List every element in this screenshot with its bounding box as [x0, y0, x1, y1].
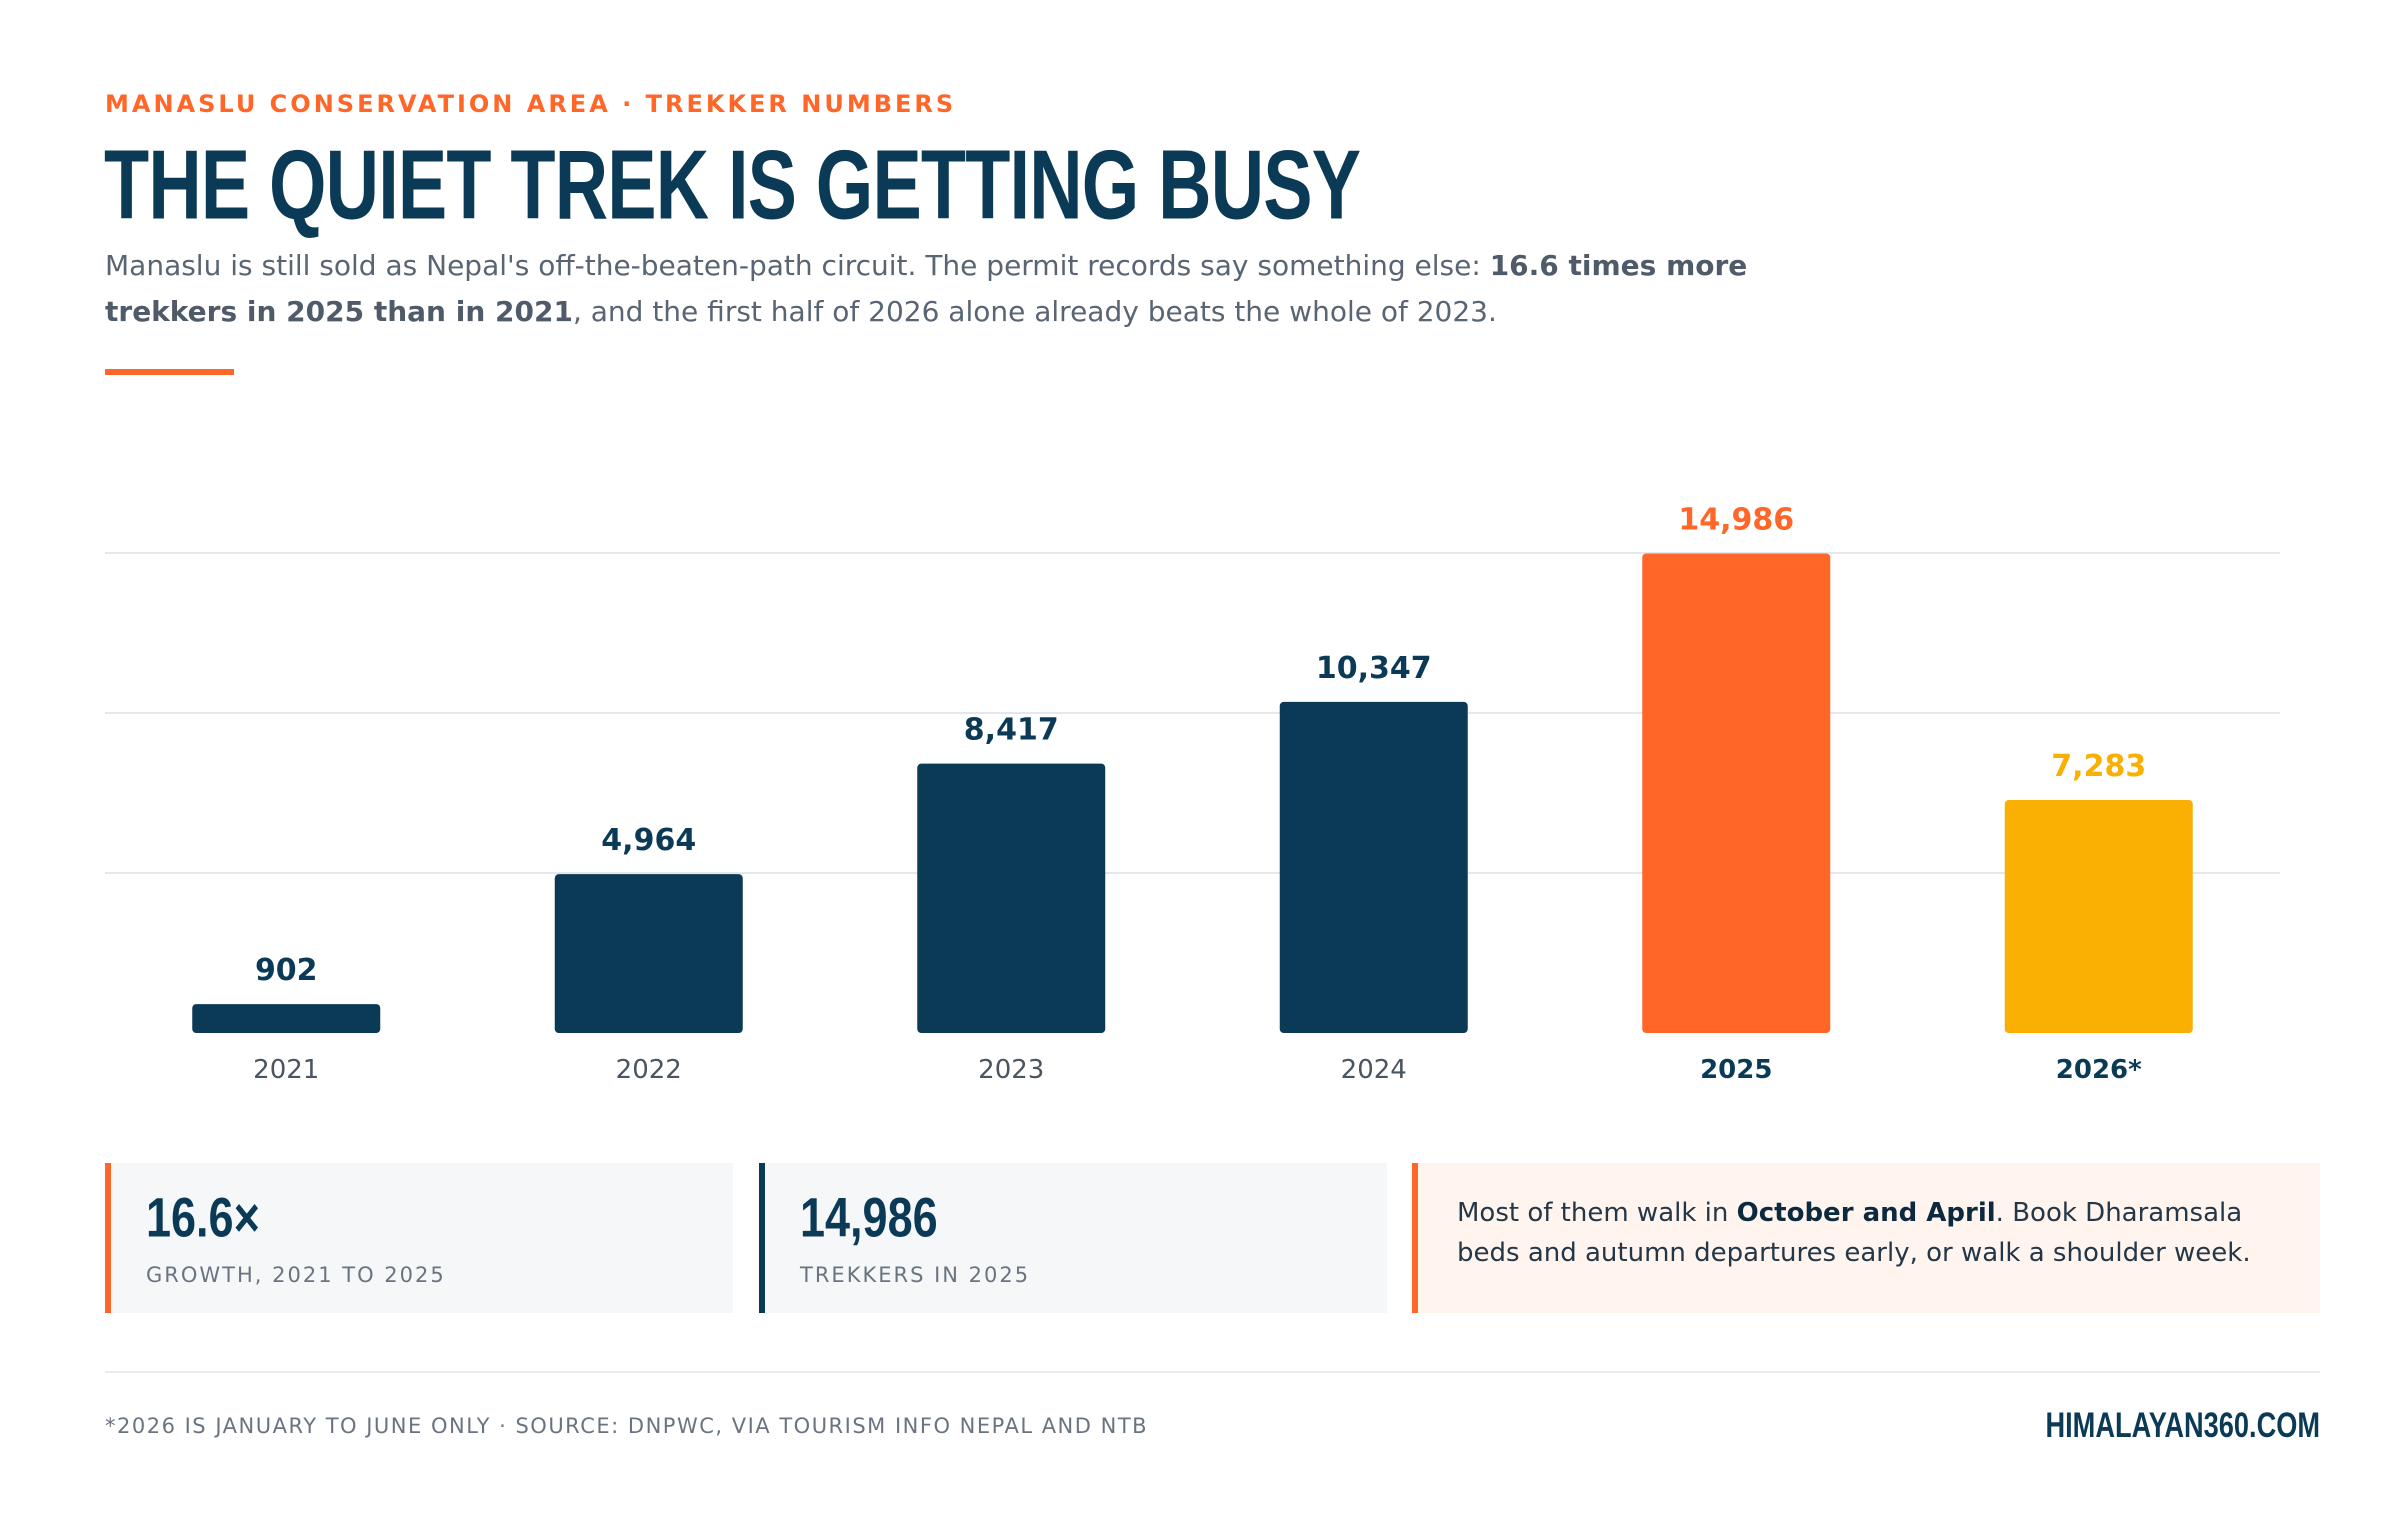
note-card-accent [1412, 1163, 1418, 1313]
data-label: 14,986 [1678, 502, 1794, 537]
footnote: *2026 IS JANUARY TO JUNE ONLY · SOURCE: … [105, 1414, 1149, 1438]
footer-rule [105, 1371, 2320, 1373]
bar-2026* [2004, 799, 2193, 1033]
x-tick-label: 2024 [1341, 1055, 1407, 1085]
page-title: THE QUIET TREK IS GETTING BUSY [104, 129, 1361, 240]
x-tick-label: 2022 [616, 1055, 682, 1085]
stat-value: 16.6× [146, 1186, 260, 1249]
stat-card-trekkers: 14,986 TREKKERS IN 2025 [759, 1163, 1387, 1313]
note-card: Most of them walk in October and April. … [1412, 1163, 2320, 1313]
stat-label: GROWTH, 2021 TO 2025 [146, 1263, 446, 1287]
stat-label: TREKKERS IN 2025 [800, 1263, 1031, 1287]
x-tick-label: 2021 [253, 1055, 319, 1085]
subtitle: Manaslu is still sold as Nepal's off-the… [105, 243, 1825, 335]
bar-chart: 902 2021 4,964 2022 8,417 2023 10,347 2024 14,98… [105, 502, 2280, 1085]
stat-card-accent [759, 1163, 765, 1313]
data-label: 7,283 [2051, 749, 2146, 784]
subtitle-text-2: , and the first half of 2026 alone alrea… [572, 295, 1497, 328]
bar-2022 [554, 874, 743, 1033]
accent-rule [105, 369, 234, 375]
x-tick-label: 2026* [2056, 1055, 2142, 1085]
x-tick-label: 2025 [1700, 1055, 1772, 1085]
bar-2021 [192, 1004, 381, 1033]
data-label: 4,964 [601, 823, 696, 858]
note-highlight: October and April [1736, 1198, 1996, 1228]
data-label: 10,347 [1316, 651, 1432, 686]
bar-2025 [1642, 553, 1831, 1033]
subtitle-highlight: 16.6 times more trekkers in 2025 than in… [105, 249, 1748, 328]
bar-2024 [1279, 701, 1468, 1033]
data-label: 902 [255, 953, 318, 988]
stat-card-accent [105, 1163, 111, 1313]
bar-2023 [917, 763, 1106, 1033]
brand-link[interactable]: HIMALAYAN360.COM [2045, 1405, 2320, 1445]
data-label: 8,417 [964, 713, 1059, 748]
note-text: Most of them walk in October and April. … [1457, 1193, 2297, 1273]
stat-value: 14,986 [800, 1186, 938, 1249]
note-text-1: Most of them walk in [1457, 1198, 1737, 1228]
eyebrow-label: MANASLU CONSERVATION AREA · TREKKER NUMB… [105, 90, 957, 118]
x-tick-label: 2023 [978, 1055, 1044, 1085]
stat-card-growth: 16.6× GROWTH, 2021 TO 2025 [105, 1163, 733, 1313]
note-text-2: . Book Dharamsala beds and autumn depart… [1457, 1198, 2251, 1268]
subtitle-text-1: Manaslu is still sold as Nepal's off-the… [105, 249, 1490, 282]
